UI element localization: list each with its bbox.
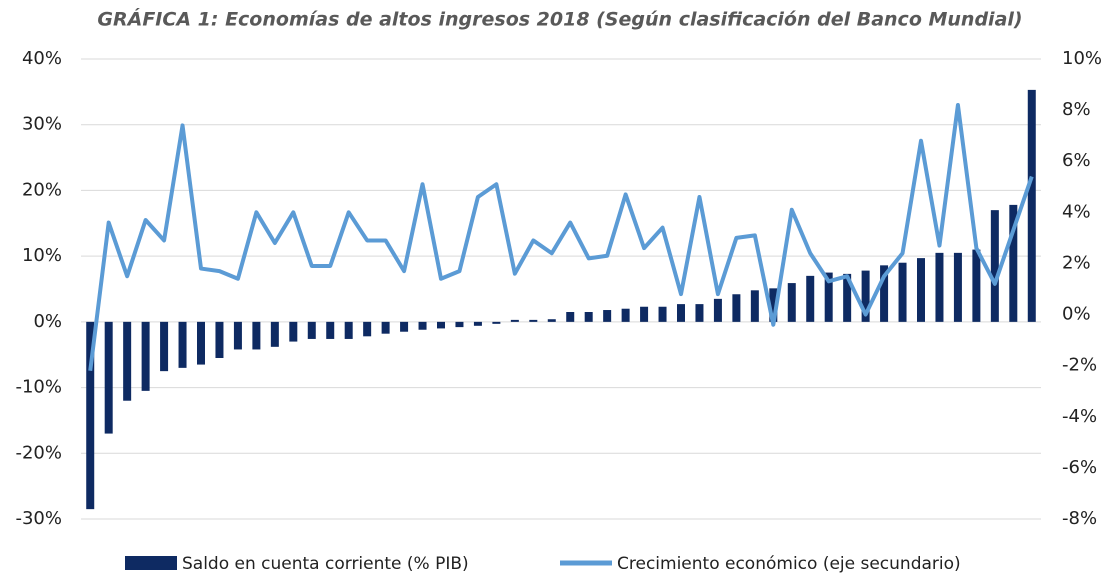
bar	[233, 321, 242, 350]
y2-tick-label: 8%	[1062, 99, 1091, 120]
bar	[1009, 204, 1018, 322]
y-tick-label: 10%	[22, 245, 62, 266]
bar	[178, 321, 187, 368]
bar	[990, 210, 999, 322]
bar	[917, 258, 925, 322]
bar	[658, 306, 667, 322]
bar	[473, 321, 482, 326]
y-tick-label: 0%	[33, 311, 62, 332]
bar	[695, 304, 704, 322]
y2-tick-label: 2%	[1062, 252, 1091, 273]
bar	[1027, 89, 1036, 322]
bar	[953, 252, 962, 322]
bar	[547, 319, 556, 322]
bar	[160, 321, 169, 372]
bar	[621, 308, 630, 322]
bar	[141, 321, 150, 391]
bar	[363, 321, 372, 337]
bar	[344, 321, 353, 339]
y2-tick-label: 10%	[1062, 48, 1102, 69]
bar	[640, 306, 649, 322]
bar	[935, 252, 944, 322]
y2-tick-label: -6%	[1062, 457, 1097, 478]
y2-tick-label: 0%	[1062, 304, 1091, 325]
bar	[104, 321, 113, 434]
bar	[769, 288, 778, 322]
bar	[437, 321, 445, 329]
y-tick-label: -30%	[15, 508, 62, 529]
bar	[566, 312, 575, 322]
bar	[584, 312, 593, 322]
bar	[898, 262, 907, 322]
chart-title: GRÁFICA 1: Economías de altos ingresos 2…	[97, 8, 1022, 31]
bar	[326, 321, 335, 339]
bar	[843, 273, 852, 322]
y2-tick-label: 4%	[1062, 201, 1091, 222]
bar	[307, 321, 316, 339]
y2-tick-label: 6%	[1062, 150, 1091, 171]
bar	[677, 304, 685, 322]
y-tick-label: 40%	[22, 48, 62, 69]
bar	[806, 275, 815, 322]
y-tick-label: -10%	[15, 377, 62, 398]
bar	[252, 321, 261, 350]
bar	[732, 294, 741, 322]
bar	[787, 283, 796, 322]
line	[88, 103, 1034, 372]
bar	[289, 321, 298, 342]
bar	[880, 265, 889, 322]
bar	[861, 270, 870, 322]
bar	[381, 321, 390, 334]
bar	[972, 249, 981, 322]
y-tick-label: -20%	[15, 442, 62, 463]
legend-label: Crecimiento económico (eje secundario)	[617, 554, 961, 574]
bar	[713, 298, 722, 322]
y-tick-label: 30%	[22, 114, 62, 135]
y-tick-label: 20%	[22, 179, 62, 200]
y2-tick-label: -2%	[1062, 355, 1097, 376]
y2-tick-label: -4%	[1062, 406, 1097, 427]
bar	[270, 321, 279, 347]
bar	[123, 321, 132, 401]
bar	[824, 272, 833, 322]
bar	[529, 319, 538, 322]
bar	[197, 321, 205, 365]
bar	[86, 321, 95, 510]
bar	[455, 321, 464, 328]
bar	[492, 321, 501, 324]
bar	[750, 290, 759, 322]
y2-tick-label: -8%	[1062, 508, 1097, 529]
legend-swatch	[125, 556, 177, 570]
bar	[603, 310, 612, 322]
bar	[418, 321, 427, 330]
bar	[400, 321, 409, 332]
legend-label: Saldo en cuenta corriente (% PIB)	[182, 554, 469, 574]
bar	[215, 321, 224, 358]
bar	[510, 319, 519, 322]
